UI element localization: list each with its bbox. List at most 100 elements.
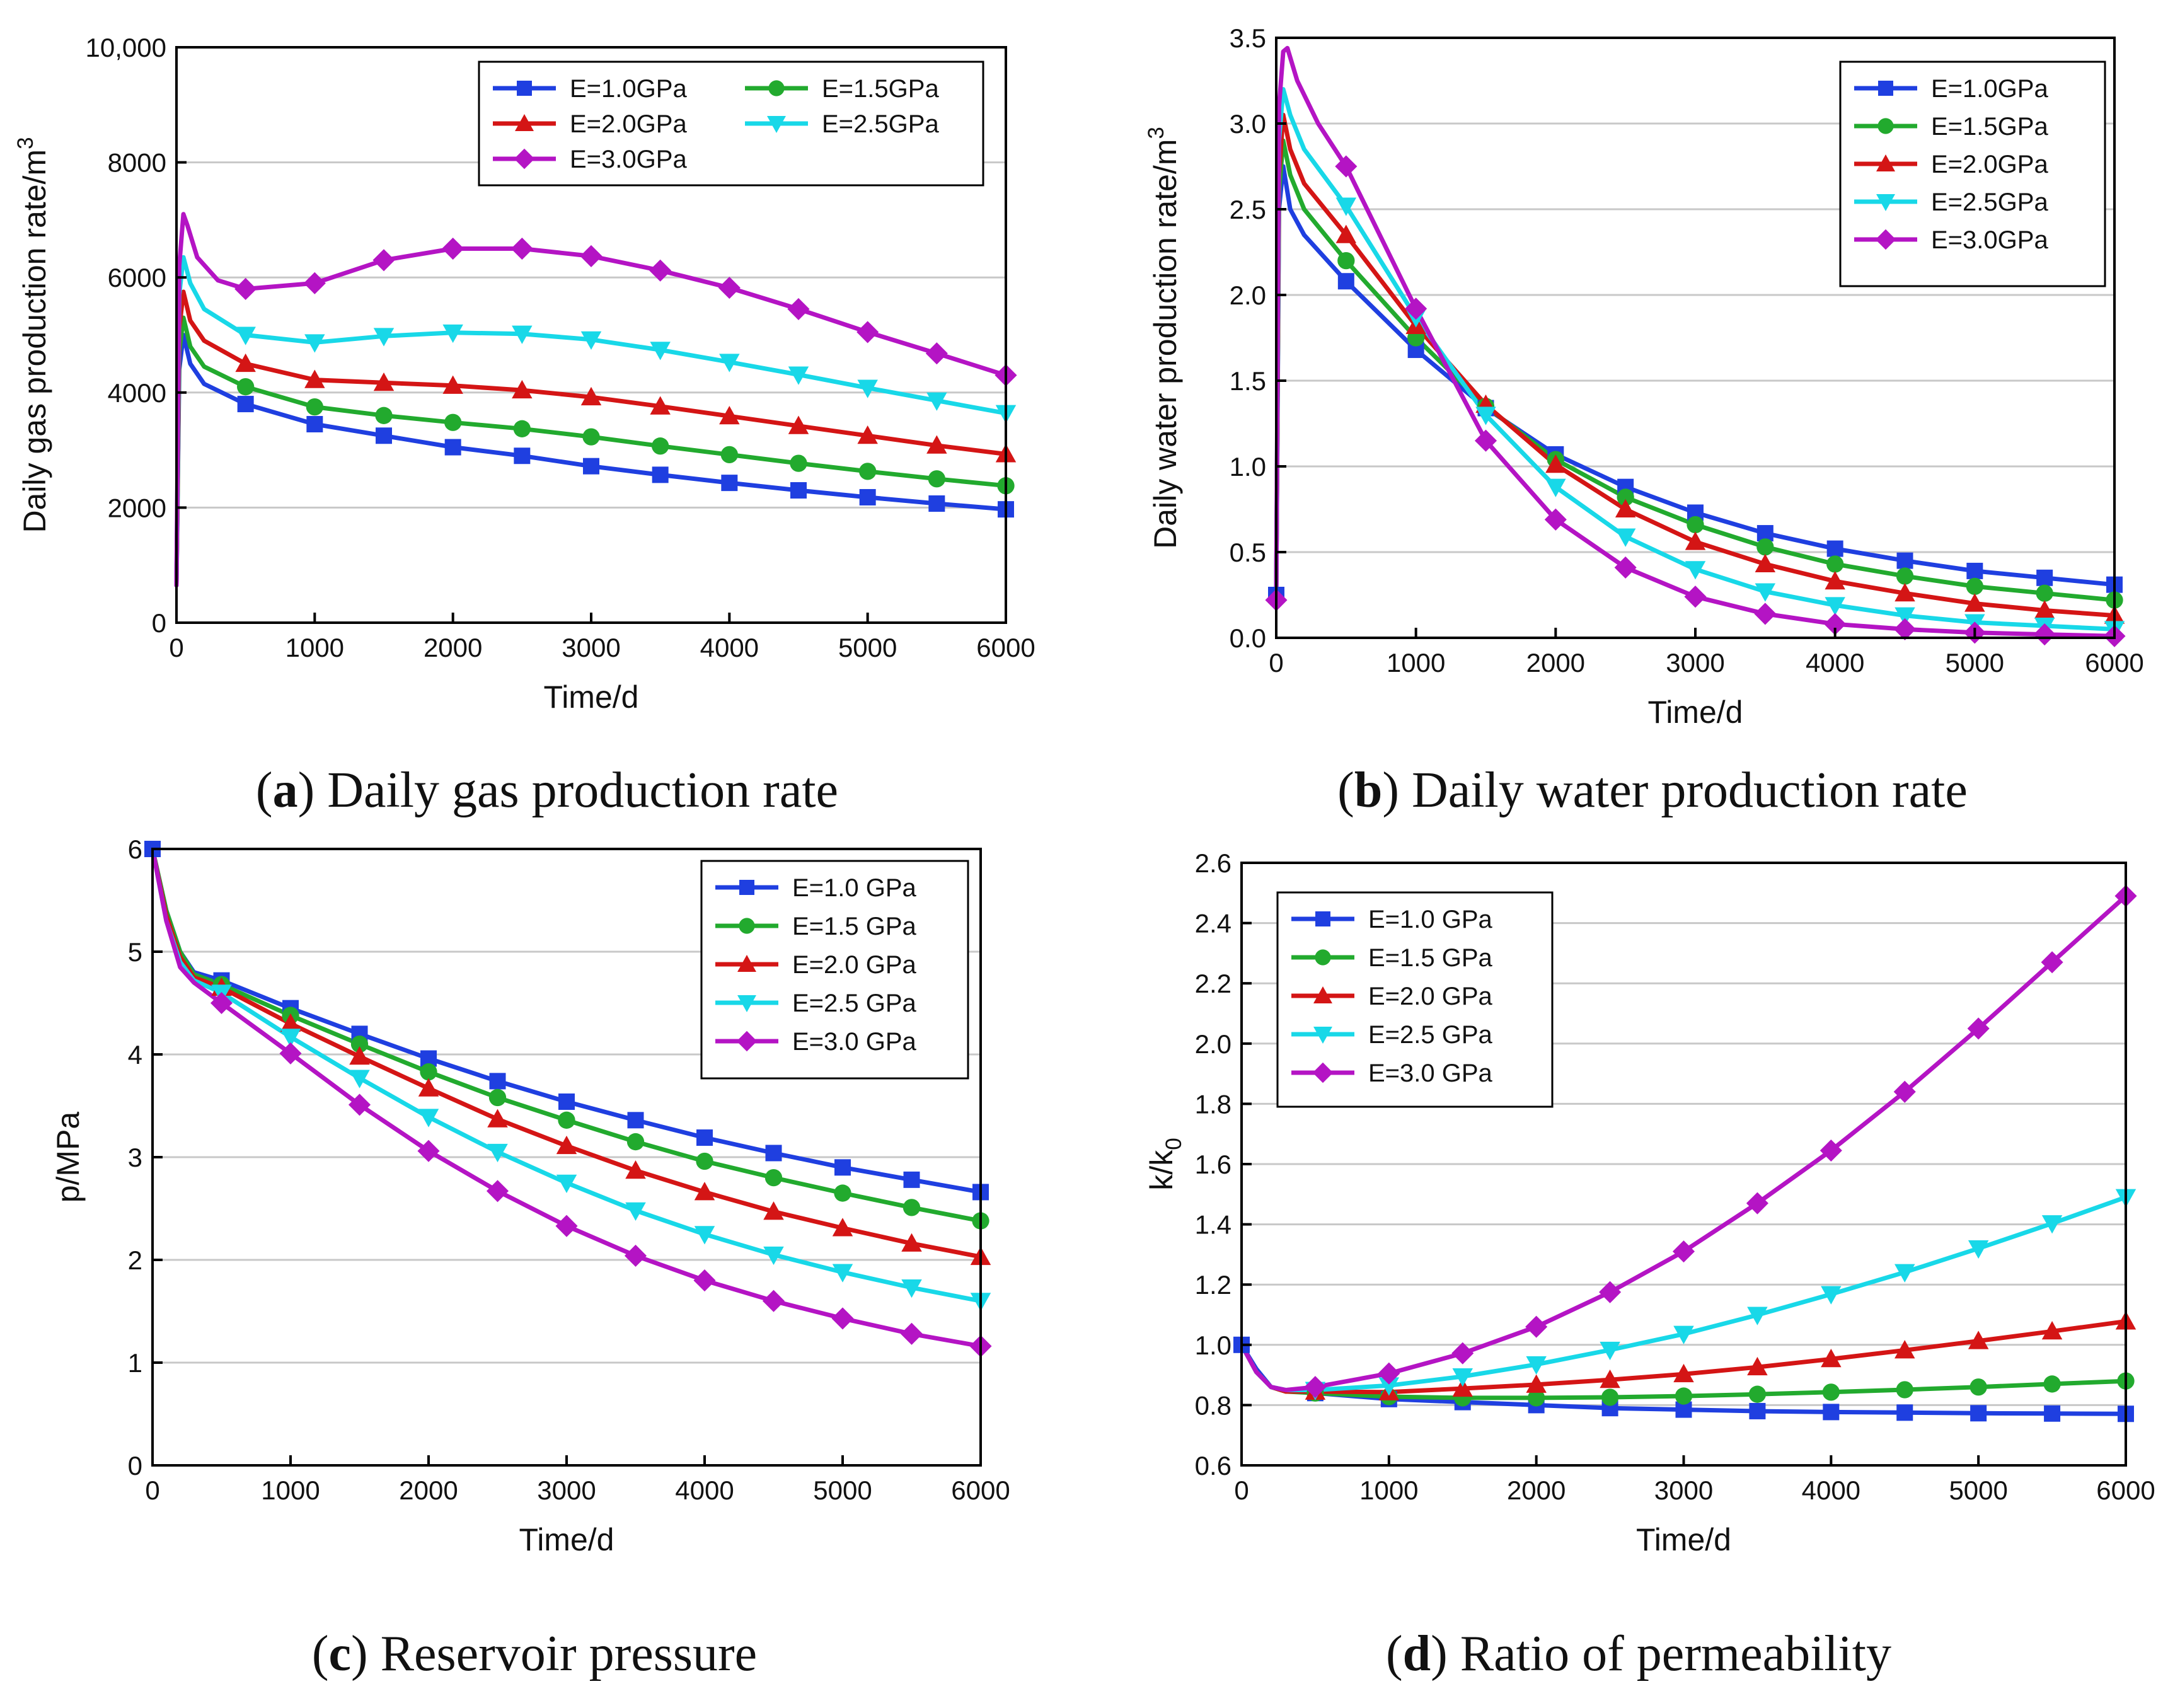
data-point-c-1-4 [488,1088,507,1107]
data-point-d-4-10 [2041,951,2063,974]
legend-marker-c-3 [737,995,756,1012]
data-point-a-2-4 [512,379,533,399]
data-point-b-3-7 [1825,597,1845,616]
data-point-d-4-8 [1893,1080,1916,1103]
x-tick-label-d-4: 4000 [1802,1475,1860,1505]
series-line-c-3 [150,846,983,1303]
data-point-d-3-5 [1673,1325,1694,1344]
data-point-d-1-4 [1601,1388,1619,1406]
data-point-d-4-5 [1672,1240,1695,1263]
x-tick-label-d-5: 5000 [1949,1475,2007,1505]
data-point-c-2-6 [625,1160,646,1179]
data-point-a-4-4 [510,238,533,260]
legend-marker-c-4 [736,1030,758,1052]
data-point-c-1-9 [834,1184,851,1202]
data-point-c-2-9 [832,1218,853,1237]
data-point-b-2-10 [2034,600,2055,619]
y-tick-label-b-7: 3.5 [1230,23,1266,53]
data-point-c-2-4 [487,1109,508,1128]
data-point-a-3-10 [926,392,947,411]
data-point-d-2-6 [1747,1356,1768,1376]
data-point-a-0-8 [790,482,807,499]
x-tick-label-b-3: 3000 [1666,648,1724,678]
data-point-c-2-1 [280,1013,301,1032]
y-tick-label-d-10: 2.6 [1195,848,1231,878]
data-point-a-1-8 [790,454,807,472]
x-tick-label-a-5: 5000 [838,633,897,662]
x-tick-label-a-3: 3000 [562,633,620,662]
legend-marker-d-1 [1315,949,1331,966]
data-point-b-2-8 [1895,583,1915,602]
data-point-c-0-7 [627,1112,644,1129]
data-point-a-2-8 [788,415,809,434]
x-tick-label-c-0: 0 [145,1475,159,1505]
data-point-a-1-6 [652,437,669,455]
data-point-c-0-10 [834,1159,851,1176]
data-point-b-1-7 [1826,555,1844,573]
y-tick-label-d-8: 2.2 [1195,969,1231,998]
data-point-b-1-8 [1896,567,1914,585]
data-point-c-3-3 [418,1109,439,1128]
data-point-b-3-5 [1685,561,1706,580]
data-point-b-4-2 [1405,297,1427,320]
data-point-a-1-5 [582,428,600,446]
data-point-a-0-3 [444,439,461,456]
data-point-c-0-9 [765,1145,782,1162]
y-tick-label-b-1: 0.5 [1230,538,1266,567]
data-point-a-0-7 [721,475,738,492]
data-point-b-2-3 [1545,454,1566,473]
data-point-c-3-7 [694,1226,715,1245]
legend-label-d-2: E=2.0 GPa [1368,983,1493,1010]
data-point-c-1-6 [626,1133,645,1151]
data-point-a-0-1 [306,416,323,433]
data-point-b-1-5 [1687,516,1704,534]
legend-marker-a-3 [767,116,786,133]
data-point-d-4-7 [1820,1139,1842,1162]
data-point-b-3-0 [1335,197,1357,216]
data-point-d-3-6 [1747,1307,1768,1325]
data-point-d-0-10 [1970,1405,1987,1422]
y-tick-label-b-4: 2.0 [1230,280,1266,310]
data-point-b-4-6 [1684,586,1707,608]
caption-c: (c) Reservoir pressure [312,1626,757,1682]
data-point-d-3-2 [1452,1368,1473,1387]
data-point-d-0-11 [2044,1405,2061,1422]
data-point-d-4-1 [1378,1362,1400,1385]
data-point-a-1-2 [375,407,393,424]
data-point-b-3-6 [1755,583,1776,602]
data-point-c-3-8 [763,1246,784,1266]
data-point-c-4-8 [762,1290,785,1312]
legend-marker-b-0 [1878,81,1893,96]
x-axis-label-b: Time/d [1648,695,1743,730]
panel-c: 0 1000 2000 3000 4000 5000 6000 0 1 2 3 4 5 6 Time/d p/… [50,834,1010,1557]
data-point-c-0-11 [903,1171,920,1188]
caption-d-letter: d [1403,1626,1431,1682]
data-point-a-4-1 [303,272,326,294]
legend-marker-d-0 [1315,911,1330,926]
data-point-c-3-4 [487,1143,508,1163]
data-point-c-1-8 [764,1168,783,1187]
y-tick-label-c-5: 5 [128,937,142,967]
data-point-c-4-0 [210,991,233,1015]
series-line-c-2 [150,846,983,1259]
data-point-a-4-0 [234,277,257,301]
y-tick-label-d-1: 0.8 [1195,1390,1231,1420]
data-point-c-3-2 [349,1070,370,1088]
legend-label-a-3: E=2.5GPa [822,110,939,138]
data-point-a-3-9 [857,379,878,398]
data-point-c-4-2 [348,1093,371,1116]
data-point-a-1-4 [513,420,531,437]
data-point-b-0-9 [1896,552,1913,569]
legend-marker-b-4 [1875,229,1896,250]
legend-marker-b-2 [1876,154,1895,171]
data-point-d-1-7 [1822,1383,1840,1401]
data-point-c-4-7 [693,1269,716,1292]
data-point-c-3-9 [832,1264,853,1283]
data-point-b-1-6 [1756,538,1774,556]
x-axis-label-d: Time/d [1636,1522,1731,1557]
panel-a: 0 1000 2000 3000 4000 5000 6000 0 2000 4000 6000 80… [13,33,1035,715]
data-point-b-0-10 [1966,562,1983,579]
data-point-b-1-4 [1617,488,1634,506]
x-tick-label-a-4: 4000 [700,633,759,662]
